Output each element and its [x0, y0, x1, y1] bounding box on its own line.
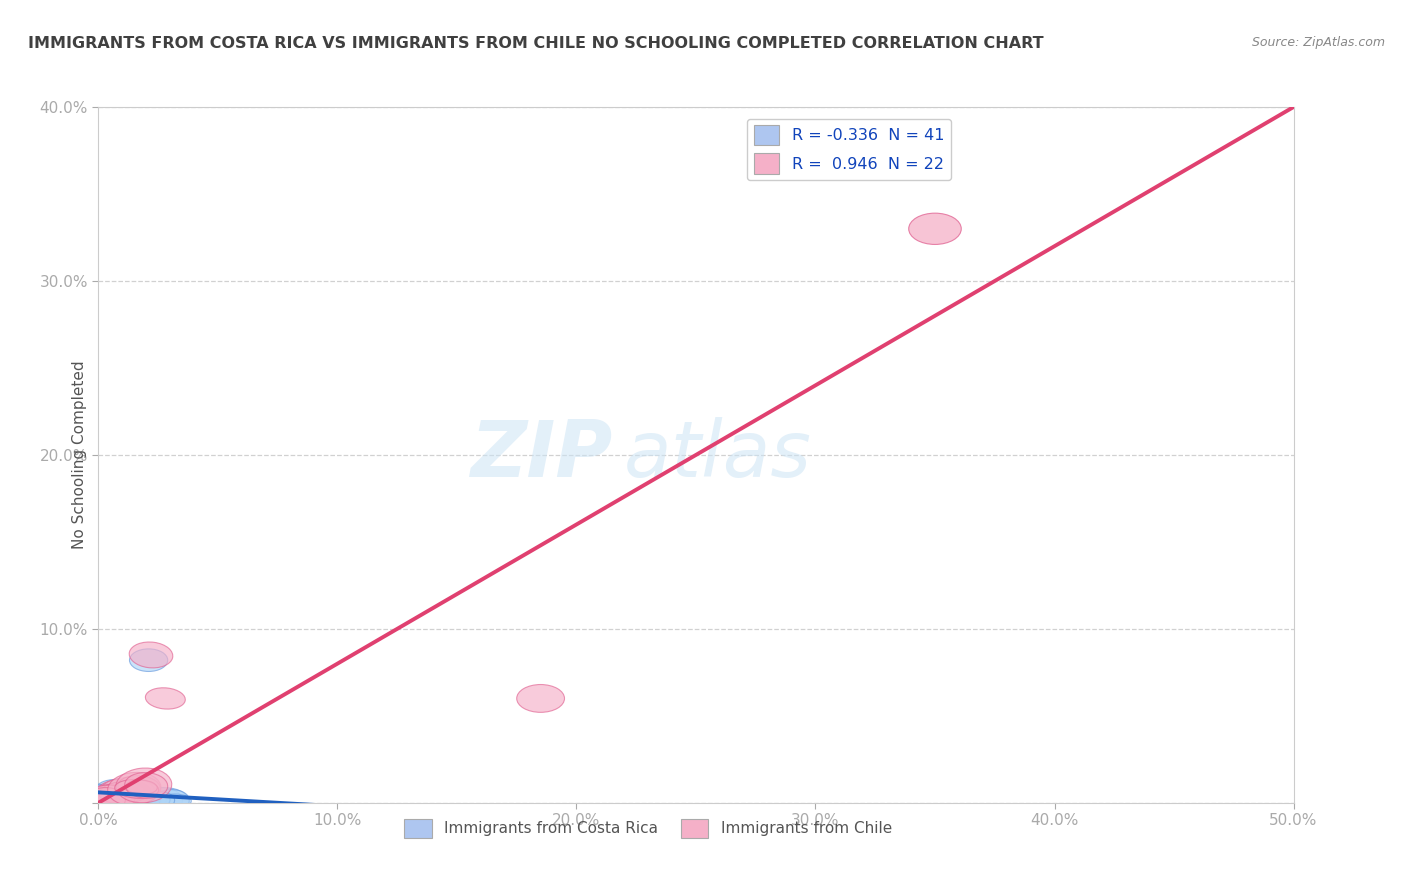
Ellipse shape: [132, 792, 170, 811]
Ellipse shape: [129, 648, 167, 672]
Ellipse shape: [141, 794, 167, 808]
Ellipse shape: [117, 790, 146, 808]
Ellipse shape: [122, 787, 170, 812]
Ellipse shape: [129, 642, 173, 668]
Ellipse shape: [108, 772, 160, 805]
Y-axis label: No Schooling Completed: No Schooling Completed: [72, 360, 87, 549]
Ellipse shape: [117, 787, 142, 801]
Ellipse shape: [94, 784, 136, 807]
Ellipse shape: [86, 784, 131, 811]
Ellipse shape: [100, 781, 150, 804]
Ellipse shape: [98, 778, 155, 807]
Ellipse shape: [118, 776, 160, 798]
Ellipse shape: [90, 785, 131, 810]
Ellipse shape: [115, 789, 159, 807]
Ellipse shape: [96, 788, 129, 807]
Text: ZIP: ZIP: [470, 417, 613, 493]
Ellipse shape: [82, 785, 129, 814]
Ellipse shape: [145, 688, 186, 709]
Ellipse shape: [125, 772, 167, 798]
Text: IMMIGRANTS FROM COSTA RICA VS IMMIGRANTS FROM CHILE NO SCHOOLING COMPLETED CORRE: IMMIGRANTS FROM COSTA RICA VS IMMIGRANTS…: [28, 36, 1043, 51]
Ellipse shape: [159, 794, 191, 808]
Ellipse shape: [97, 780, 148, 808]
Ellipse shape: [101, 789, 153, 810]
Text: Source: ZipAtlas.com: Source: ZipAtlas.com: [1251, 36, 1385, 49]
Text: atlas: atlas: [624, 417, 813, 493]
Ellipse shape: [100, 790, 125, 805]
Ellipse shape: [115, 789, 162, 811]
Ellipse shape: [84, 789, 132, 810]
Ellipse shape: [121, 789, 148, 803]
Ellipse shape: [114, 784, 145, 797]
Ellipse shape: [94, 790, 145, 812]
Ellipse shape: [134, 788, 183, 814]
Ellipse shape: [125, 780, 157, 794]
Ellipse shape: [112, 785, 156, 810]
Legend: Immigrants from Costa Rica, Immigrants from Chile: Immigrants from Costa Rica, Immigrants f…: [398, 813, 898, 844]
Ellipse shape: [103, 786, 142, 805]
Ellipse shape: [115, 780, 159, 798]
Ellipse shape: [517, 684, 565, 713]
Ellipse shape: [93, 790, 128, 812]
Ellipse shape: [114, 787, 146, 805]
Ellipse shape: [77, 787, 129, 815]
Ellipse shape: [96, 783, 139, 809]
Ellipse shape: [105, 786, 145, 805]
Ellipse shape: [86, 785, 135, 810]
Ellipse shape: [97, 784, 143, 811]
Ellipse shape: [86, 788, 125, 811]
Ellipse shape: [101, 785, 139, 803]
Ellipse shape: [908, 213, 962, 244]
Ellipse shape: [105, 791, 129, 804]
Ellipse shape: [142, 788, 188, 814]
Ellipse shape: [100, 788, 149, 811]
Ellipse shape: [115, 768, 172, 803]
Ellipse shape: [104, 789, 141, 806]
Ellipse shape: [103, 788, 128, 804]
Ellipse shape: [136, 791, 174, 811]
Ellipse shape: [110, 789, 145, 805]
Ellipse shape: [122, 792, 150, 806]
Ellipse shape: [90, 786, 136, 813]
Ellipse shape: [124, 790, 160, 812]
Ellipse shape: [115, 782, 149, 799]
Ellipse shape: [131, 790, 167, 809]
Ellipse shape: [150, 789, 190, 813]
Ellipse shape: [93, 785, 138, 807]
Ellipse shape: [120, 790, 157, 812]
Ellipse shape: [98, 789, 141, 811]
Ellipse shape: [128, 789, 159, 806]
Ellipse shape: [93, 780, 142, 809]
Ellipse shape: [91, 791, 124, 808]
